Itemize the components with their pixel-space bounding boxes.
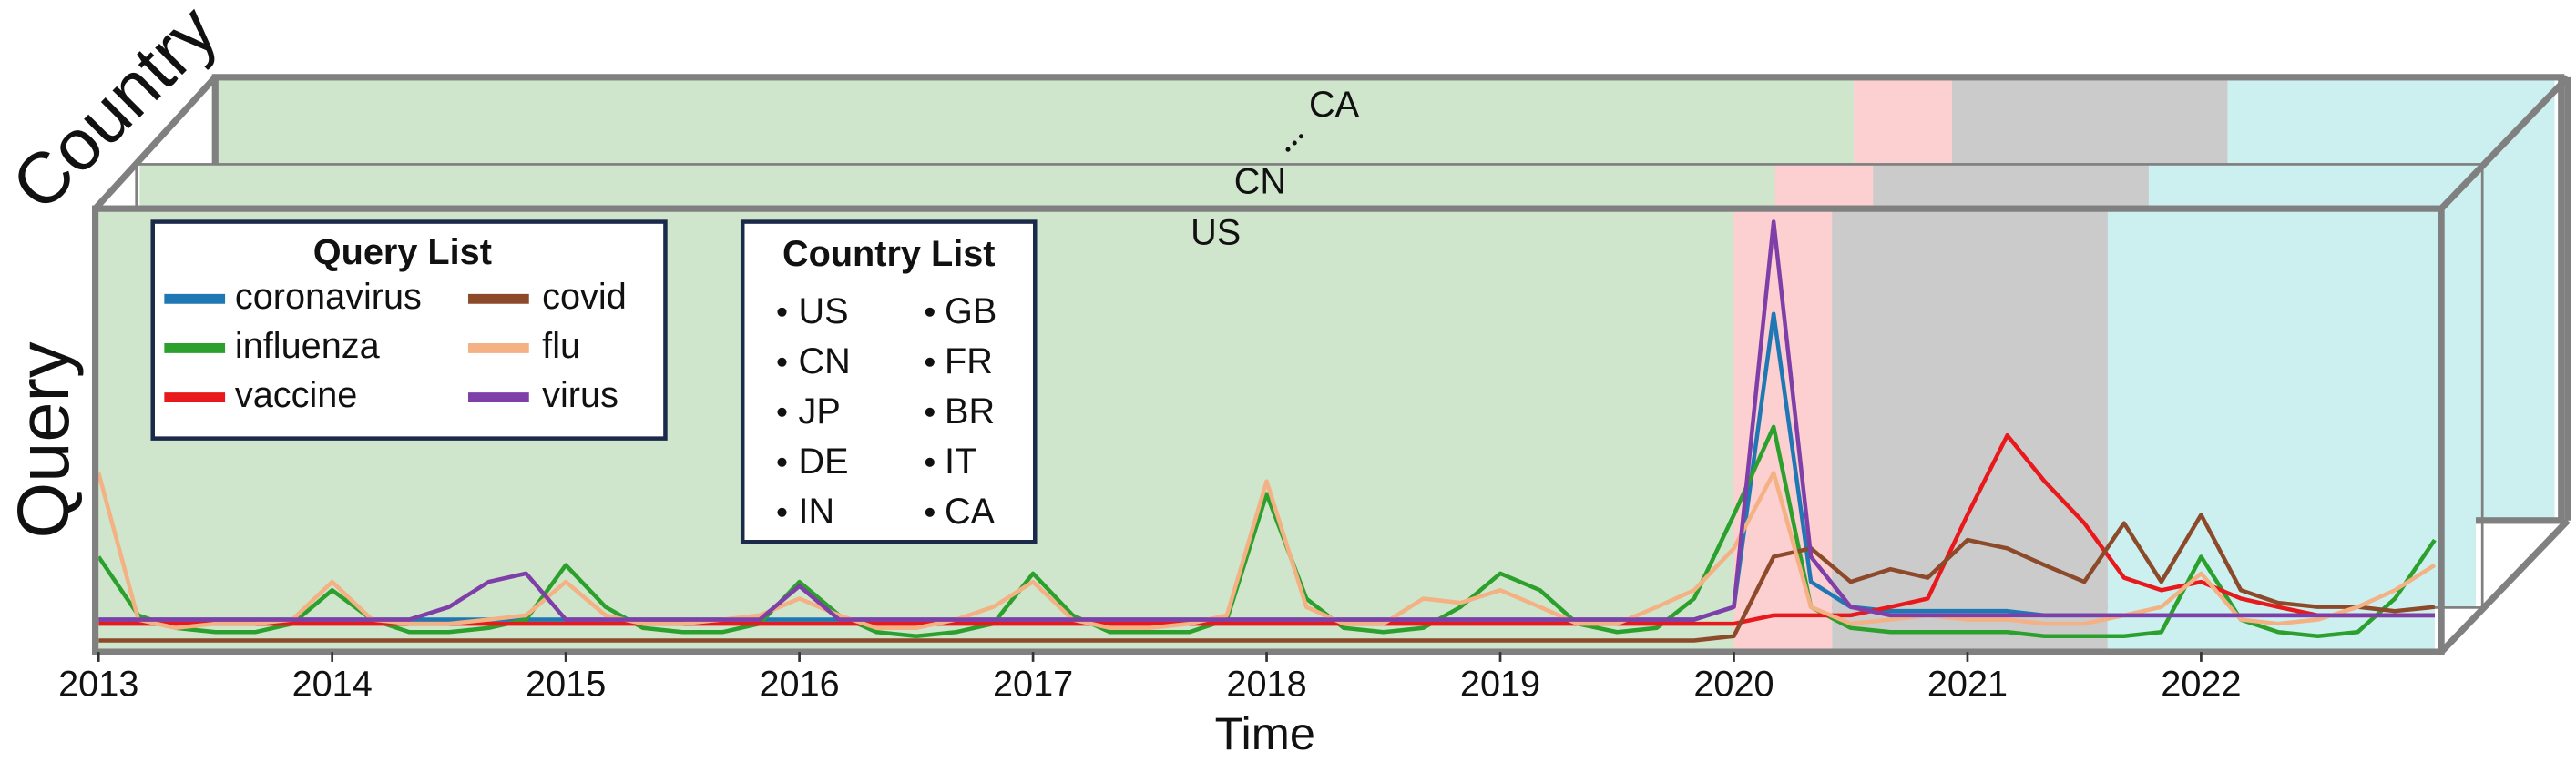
series-line (98, 513, 2436, 643)
country-label: CA (945, 492, 996, 532)
x-axis-label: Time (1215, 707, 1315, 759)
x-tick-label: 2018 (1226, 664, 1306, 704)
bullet (925, 457, 935, 467)
panel-label: US (1191, 212, 1241, 252)
x-tick-label: 2021 (1927, 664, 2008, 704)
legend: Query List coronavirus influenza vaccine co… (150, 219, 668, 441)
country-label: US (799, 291, 849, 331)
x-tick-label: 2015 (526, 664, 606, 704)
x-tick-label: 2013 (58, 664, 138, 704)
bullet (925, 307, 935, 317)
box-edge (92, 75, 218, 211)
country-label: IN (799, 492, 835, 532)
legend-label: covid (542, 277, 627, 317)
bullet (777, 307, 787, 317)
series-line (98, 432, 2435, 626)
country-list-box (740, 219, 1038, 544)
bullet (777, 507, 787, 517)
country-label: GB (945, 291, 997, 331)
x-tick-label: 2022 (2161, 664, 2241, 704)
country-list: Country List US CN JP DE IN GB FR BR IT CA (740, 219, 1038, 544)
bullet (925, 507, 935, 517)
front-border (92, 205, 2445, 655)
region (1832, 208, 2108, 653)
frame (92, 75, 2571, 655)
bullet (925, 357, 935, 367)
country-label: DE (799, 442, 849, 482)
series-line (98, 471, 2437, 631)
country-label: CN (799, 341, 851, 381)
country-label: JP (799, 391, 841, 432)
y-axis-label: Query (3, 341, 84, 538)
country-list-title: Country List (782, 234, 996, 274)
country-label: BR (945, 391, 995, 432)
panel-label: CA (1309, 85, 1360, 125)
box-edge (2438, 75, 2571, 211)
x-tick-label: 2017 (993, 664, 1073, 704)
legend-box (150, 219, 668, 441)
series-line (98, 424, 2437, 639)
panel-label: CN (1234, 162, 1286, 202)
bullet (777, 457, 787, 467)
country-label: IT (945, 442, 976, 482)
bullet (925, 407, 935, 417)
x-tick-label: 2014 (292, 664, 373, 704)
ellipsis (1285, 134, 1303, 152)
region (2107, 208, 2435, 653)
x-tick-label: 2019 (1460, 664, 1540, 704)
series-line (98, 219, 2435, 622)
country-label: FR (945, 341, 993, 381)
legend-label: coronavirus (235, 277, 422, 317)
legend-label: virus (542, 375, 618, 415)
legend-label: flu (542, 326, 580, 366)
bullet (777, 357, 787, 367)
legend-title: Query List (313, 232, 492, 272)
box-edge (2438, 518, 2571, 655)
x-tick-label: 2020 (1693, 664, 1774, 704)
bullet (777, 407, 787, 417)
legend-label: vaccine (235, 375, 357, 415)
x-tick-label: 2016 (760, 664, 840, 704)
lines (98, 219, 2437, 643)
legend-label: influenza (235, 326, 381, 366)
